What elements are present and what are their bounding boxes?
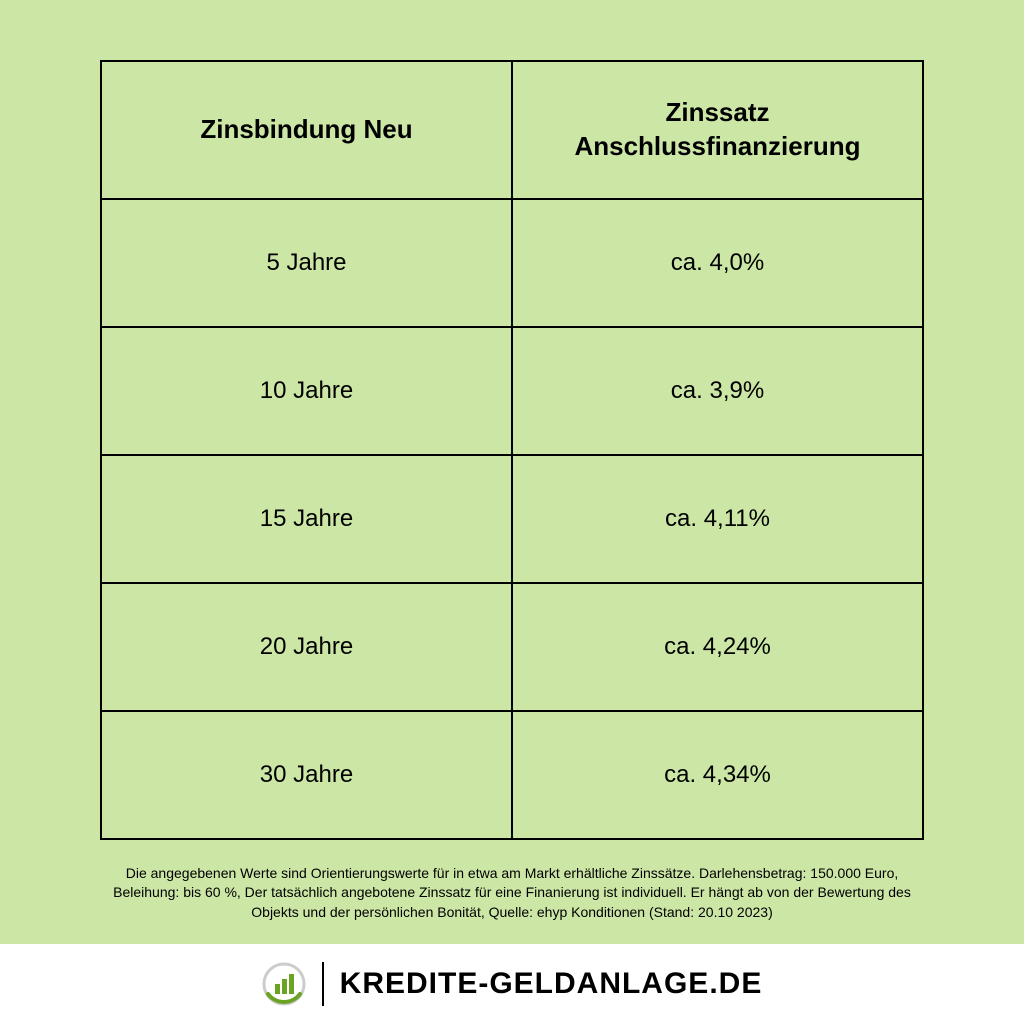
footer-divider	[322, 962, 324, 1006]
cell-term: 30 Jahre	[101, 711, 512, 839]
table-row: 20 Jahre ca. 4,24%	[101, 583, 923, 711]
cell-rate: ca. 4,34%	[512, 711, 923, 839]
cell-rate: ca. 4,0%	[512, 199, 923, 327]
table-row: 10 Jahre ca. 3,9%	[101, 327, 923, 455]
table-row: 30 Jahre ca. 4,34%	[101, 711, 923, 839]
footer-bar: KREDITE-GELDANLAGE.DE	[0, 944, 1024, 1024]
cell-term: 5 Jahre	[101, 199, 512, 327]
col-header-term: Zinsbindung Neu	[101, 61, 512, 199]
table-row: 15 Jahre ca. 4,11%	[101, 455, 923, 583]
cell-term: 20 Jahre	[101, 583, 512, 711]
table-row: 5 Jahre ca. 4,0%	[101, 199, 923, 327]
table-header-row: Zinsbindung Neu Zinssatz Anschlussfinanz…	[101, 61, 923, 199]
brand-logo-icon	[262, 962, 306, 1006]
cell-term: 15 Jahre	[101, 455, 512, 583]
cell-term: 10 Jahre	[101, 327, 512, 455]
cell-rate: ca. 4,11%	[512, 455, 923, 583]
interest-rate-table: Zinsbindung Neu Zinssatz Anschlussfinanz…	[100, 60, 924, 840]
footnote-text: Die angegebenen Werte sind Orientierungs…	[100, 864, 924, 923]
cell-rate: ca. 4,24%	[512, 583, 923, 711]
cell-rate: ca. 3,9%	[512, 327, 923, 455]
content-panel: Zinsbindung Neu Zinssatz Anschlussfinanz…	[0, 0, 1024, 944]
col-header-rate: Zinssatz Anschlussfinanzierung	[512, 61, 923, 199]
brand-name: KREDITE-GELDANLAGE.DE	[340, 967, 763, 1001]
